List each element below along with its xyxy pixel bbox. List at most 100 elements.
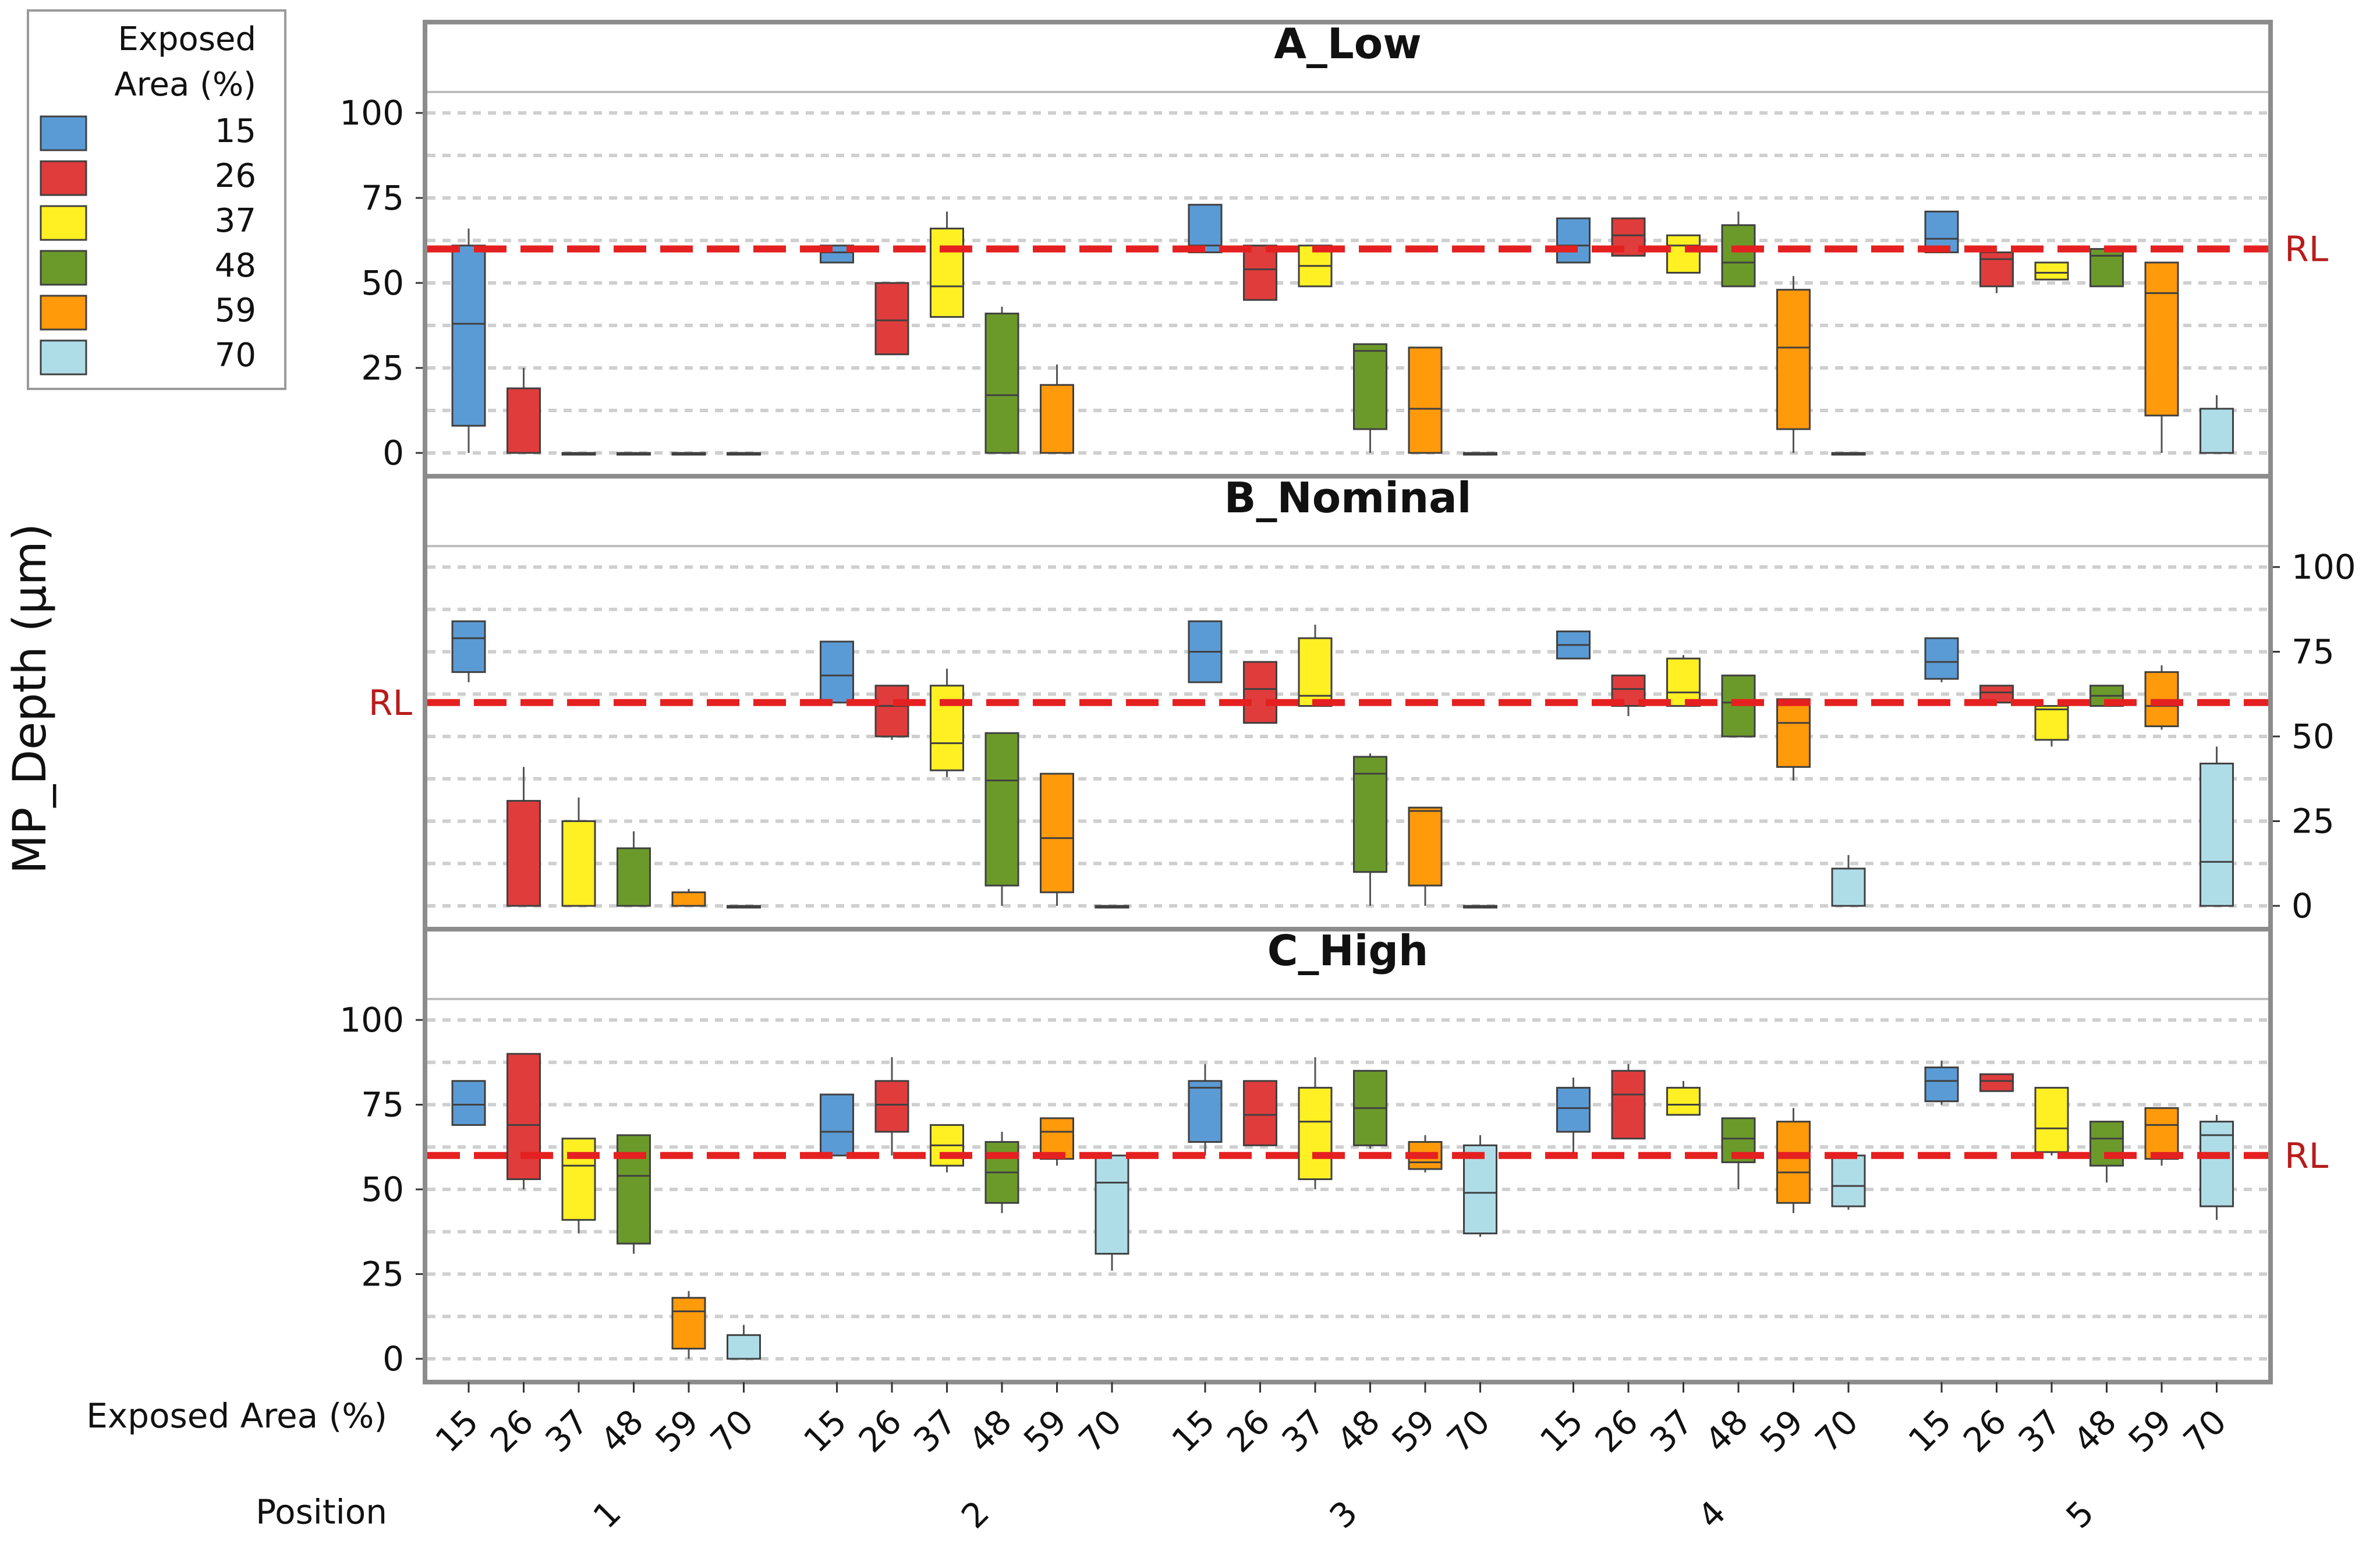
box-pos3-area-26 (1243, 661, 1277, 724)
x-tick-label: 48 (1329, 1402, 1387, 1460)
x-axis-row1-label: Exposed Area (%) (86, 1396, 387, 1436)
legend-swatch (40, 205, 87, 241)
box (671, 1297, 706, 1350)
box (1776, 1121, 1811, 1204)
box (2144, 1107, 2179, 1160)
box-pos1-area-48 (617, 452, 651, 456)
box (1188, 204, 1223, 253)
x-axis-row2-label: Position (256, 1492, 387, 1532)
legend-entry-label: 37 (215, 202, 256, 240)
box-pos2-area-26 (874, 685, 909, 740)
box-pos2-area-15 (820, 640, 854, 704)
box (1556, 1086, 1591, 1133)
box-pos5-area-26 (1979, 1073, 2014, 1092)
y-tick-label: 25 (361, 348, 404, 388)
box (1831, 1154, 1866, 1207)
box (451, 620, 486, 673)
position-label: 5 (2059, 1493, 2102, 1536)
position-label: 2 (954, 1493, 997, 1536)
box-pos1-area-70 (727, 905, 761, 909)
box (2200, 763, 2234, 907)
box-pos1-area-70 (727, 1324, 761, 1360)
box-pos4-area-59 (1776, 1108, 1811, 1213)
box-pos2-area-48 (984, 306, 1019, 454)
x-tick-label: 37 (538, 1402, 596, 1460)
box (1776, 289, 1811, 430)
x-tick-label: 15 (1164, 1402, 1223, 1460)
box (1040, 773, 1074, 894)
box-pos2-area-48 (984, 1132, 1019, 1213)
box (1243, 1080, 1277, 1146)
box (930, 228, 964, 318)
box (2089, 248, 2124, 288)
box-pos1-area-15 (451, 228, 486, 453)
x-tick-label: 59 (1016, 1402, 1074, 1460)
box (1298, 637, 1333, 707)
x-tick-label: 26 (1219, 1402, 1277, 1460)
box (1556, 217, 1591, 264)
y-tick-label: 75 (361, 1085, 404, 1125)
box-pos3-area-26 (1243, 245, 1277, 301)
x-tick-label: 15 (1532, 1402, 1591, 1460)
box (1721, 224, 1756, 288)
panel-title: A_Low (1274, 19, 1422, 68)
box-pos5-area-59 (2144, 665, 2179, 730)
box (930, 685, 964, 771)
legend-swatch (40, 250, 87, 286)
box (1979, 1073, 2014, 1092)
y-tick-label: 100 (2292, 547, 2356, 587)
box (1353, 756, 1387, 873)
box-pos3-area-59 (1408, 346, 1443, 454)
x-tick-label: 26 (851, 1402, 909, 1460)
x-tick-label: 48 (593, 1402, 651, 1460)
y-tick-label: 25 (361, 1255, 404, 1294)
box (1188, 1080, 1223, 1143)
box-pos5-area-37 (2034, 1086, 2069, 1156)
box-pos5-area-15 (1924, 1060, 1959, 1105)
legend-entry-label: 15 (215, 112, 256, 150)
box-pos5-area-15 (1924, 637, 1959, 682)
box (671, 891, 706, 907)
y-tick-label: 100 (339, 93, 404, 133)
box (1040, 384, 1074, 454)
legend-swatch (40, 160, 87, 196)
box (617, 847, 651, 907)
y-tick-label: 25 (2292, 802, 2335, 841)
x-tick-label: 70 (703, 1402, 761, 1460)
box (1611, 1069, 1646, 1140)
panel-b-nominal: B_Nominal 0 25 50 75 100 RL (369, 473, 2356, 931)
y-tick-label: 75 (361, 178, 404, 218)
box (1831, 867, 1866, 907)
box-pos1-area-26 (507, 767, 541, 907)
box (561, 1138, 596, 1221)
box (2089, 1121, 2124, 1167)
box-pos5-area-26 (1979, 251, 2014, 293)
x-tick-label: 59 (1752, 1402, 1811, 1460)
panel-c-high: C_High 0 25 50 75 100 RL (339, 926, 2329, 1384)
x-tick-label: 37 (2011, 1402, 2069, 1460)
box-pos3-area-37 (1298, 624, 1333, 707)
panel-title: B_Nominal (1224, 473, 1472, 522)
panels: A_Low0255075100RLB_Nominal0255075100RLC_… (339, 19, 2356, 1384)
box-pos4-area-48 (1721, 211, 1756, 288)
box-pos3-area-37 (1298, 1057, 1333, 1189)
x-tick-label: 59 (2121, 1402, 2179, 1460)
box-pos1-area-15 (451, 620, 486, 682)
box-pos5-area-59 (2144, 261, 2179, 453)
box (1463, 1144, 1497, 1235)
x-tick-label: 48 (2066, 1402, 2124, 1460)
box-pos4-area-70 (1831, 855, 1866, 907)
box-pos5-area-59 (2144, 1107, 2179, 1166)
box (1408, 346, 1443, 454)
x-tick-label: 15 (428, 1402, 486, 1460)
box (2034, 261, 2069, 281)
x-tick-label: 48 (961, 1402, 1019, 1460)
box-pos2-area-59 (1040, 773, 1074, 906)
box (507, 800, 541, 907)
box-pos4-area-37 (1666, 234, 1701, 274)
box (617, 1134, 651, 1245)
box-pos3-area-15 (1188, 204, 1223, 253)
y-tick-label: 50 (361, 1170, 404, 1209)
box (1095, 1154, 1129, 1255)
box-pos2-area-48 (984, 732, 1019, 906)
